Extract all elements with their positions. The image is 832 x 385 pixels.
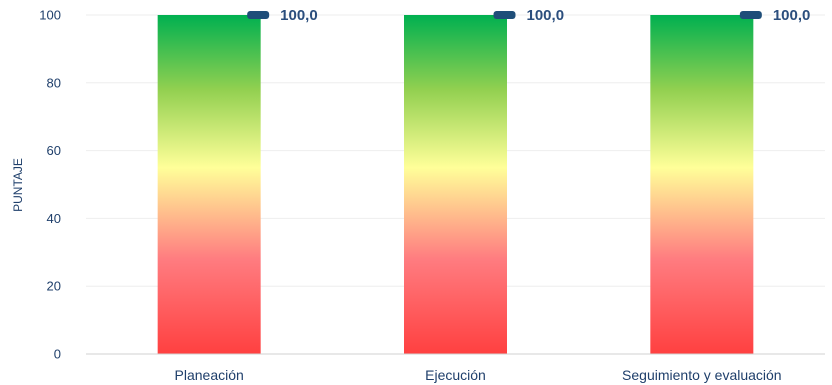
bar	[404, 15, 507, 354]
bar	[157, 15, 261, 354]
x-category-label: Seguimiento y evaluación	[622, 367, 782, 383]
data-labels: 100,0 100,0 100,0	[247, 7, 810, 24]
value-marker	[493, 11, 516, 19]
data-label: 100,0	[280, 7, 318, 24]
x-category-label: Planeación	[175, 367, 244, 383]
y-axis-title: PUNTAJE	[11, 158, 25, 212]
y-axis-ticks: 0 20 40 60 80 100	[39, 8, 61, 362]
x-axis-categories: Planeación Ejecución Seguimiento y evaluac…	[175, 367, 782, 383]
y-tick-label: 0	[54, 347, 61, 362]
data-label: 100,0	[527, 7, 565, 24]
y-tick-label: 20	[47, 279, 61, 294]
value-marker	[247, 11, 270, 19]
data-label: 100,0	[773, 7, 811, 24]
y-tick-label: 80	[47, 75, 61, 90]
y-tick-label: 40	[47, 211, 61, 226]
bar	[650, 15, 754, 354]
x-category-label: Ejecución	[425, 367, 486, 383]
y-tick-label: 100	[39, 8, 61, 23]
value-marker	[739, 11, 762, 19]
bars	[157, 15, 754, 354]
y-tick-label: 60	[47, 143, 61, 158]
